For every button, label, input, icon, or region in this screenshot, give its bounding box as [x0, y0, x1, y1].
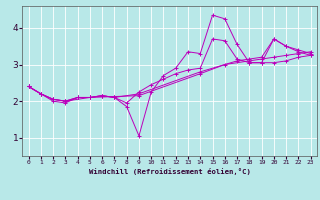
- X-axis label: Windchill (Refroidissement éolien,°C): Windchill (Refroidissement éolien,°C): [89, 168, 251, 175]
